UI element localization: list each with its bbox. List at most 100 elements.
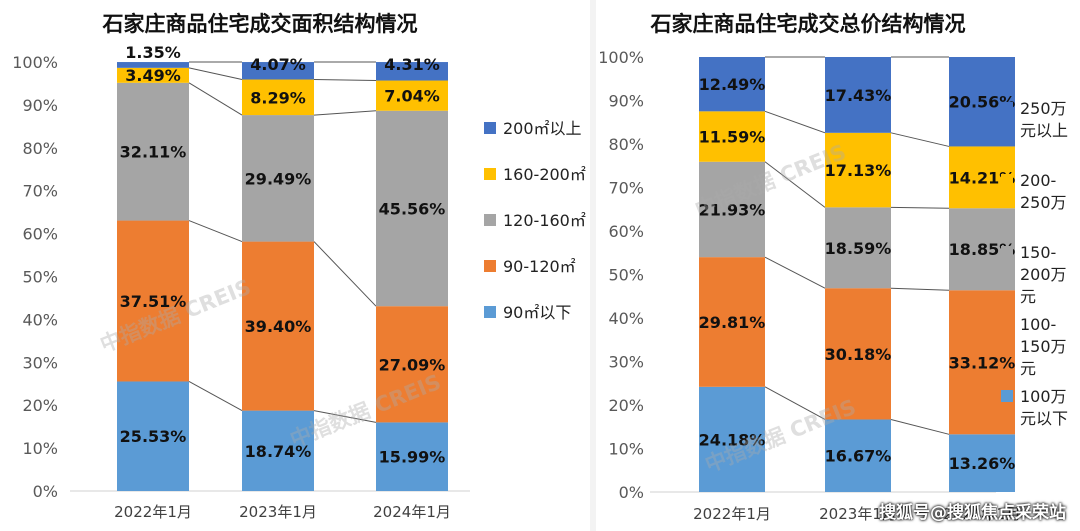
data-label: 39.40%	[245, 317, 312, 336]
bar-segment	[825, 288, 891, 420]
data-label: 32.11%	[120, 143, 187, 162]
series-connector-line	[764, 110, 826, 134]
y-tick-label: 30%	[608, 353, 644, 372]
series-connector-line	[313, 410, 377, 423]
y-tick-label: 90%	[22, 96, 58, 115]
legend-swatch	[484, 168, 496, 180]
bar-segment	[376, 306, 448, 423]
y-tick-label: 60%	[608, 222, 644, 241]
bar-segment	[376, 110, 448, 307]
data-label: 4.31%	[384, 55, 440, 74]
data-label: 33.12%	[949, 353, 1016, 372]
x-category-label: 2023年1月	[819, 505, 897, 523]
bar-segment	[699, 161, 765, 258]
series-connector-line	[188, 82, 243, 116]
series-connector-line	[188, 220, 243, 243]
x-category-label: 2022年1月	[693, 505, 771, 523]
legend-label: 元	[1020, 287, 1036, 306]
series-connector-line	[764, 161, 826, 208]
bar-segment	[949, 434, 1015, 492]
bar-segment	[242, 79, 314, 116]
bar-segment	[242, 62, 314, 80]
y-tick-label: 0%	[33, 482, 58, 501]
y-tick-label: 70%	[22, 182, 58, 201]
legend-label: 90-120㎡	[503, 257, 576, 276]
data-label: 14.21%	[949, 168, 1016, 187]
legend-label: 元以上	[1020, 121, 1068, 140]
bar-segment	[376, 422, 448, 491]
data-label: 16.67%	[825, 447, 892, 466]
bar-segment	[242, 410, 314, 491]
legend-label: 元	[1020, 359, 1036, 378]
bar-segment	[825, 57, 891, 133]
area-structure-chart-panel: 石家庄商品住宅成交面积结构情况 0% 10% 20% 30% 40% 50% 60% 70% 8…	[0, 0, 590, 531]
bar-segment	[949, 290, 1015, 435]
x-category-label: 2024年1月	[943, 505, 1021, 523]
data-label: 18.74%	[245, 442, 312, 461]
data-label: 8.29%	[250, 88, 306, 107]
y-tick-label: 60%	[22, 225, 58, 244]
bar-segment	[699, 111, 765, 162]
data-label: 29.49%	[245, 169, 312, 188]
data-label: 21.93%	[699, 200, 766, 219]
legend-swatch	[1001, 102, 1013, 114]
legend-label: 200-	[1020, 171, 1056, 190]
y-tick-label: 40%	[608, 309, 644, 328]
y-tick-label: 80%	[22, 139, 58, 158]
data-label: 25.53%	[120, 427, 187, 446]
series-connector-line	[764, 386, 826, 420]
data-label: 20.56%	[949, 93, 1016, 112]
bar-segment	[117, 220, 189, 382]
legend-label: 100万	[1020, 387, 1067, 406]
y-tick-label: 50%	[608, 266, 644, 285]
y-tick-label: 10%	[22, 439, 58, 458]
legend-label: 150-	[1020, 243, 1056, 262]
series-connector-line	[890, 287, 950, 291]
bar-segment	[699, 257, 765, 387]
legend-swatch	[484, 122, 496, 134]
y-tick-label: 20%	[608, 396, 644, 415]
bar-segment	[825, 132, 891, 208]
y-tick-label: 100%	[12, 53, 58, 72]
bar-segment	[825, 419, 891, 492]
legend-swatch	[1001, 246, 1013, 258]
y-tick-label: 100%	[598, 48, 644, 67]
y-tick-label: 0%	[619, 483, 644, 502]
legend-swatch	[484, 260, 496, 272]
x-category-label: 2022年1月	[114, 503, 192, 521]
bar-segment	[242, 241, 314, 411]
data-label: 12.49%	[699, 75, 766, 94]
series-connector-line	[313, 241, 377, 307]
bar-segment	[117, 381, 189, 491]
bar-segment	[825, 207, 891, 289]
data-label: 18.85%	[949, 240, 1016, 259]
x-category-label: 2024年1月	[373, 503, 451, 521]
price-structure-chart: 0% 10% 20% 30% 40% 50% 60% 70% 80% 90% 100% 24.18% 2…	[598, 48, 1068, 523]
series-connector-line	[890, 206, 950, 209]
legend-swatch	[484, 306, 496, 318]
legend-swatch	[1001, 174, 1013, 186]
y-tick-label: 90%	[608, 92, 644, 111]
series-connector-line	[188, 381, 243, 412]
legend-label: 100-	[1020, 315, 1056, 334]
x-category-label: 2023年1月	[239, 503, 317, 521]
y-tick-label: 70%	[608, 179, 644, 198]
data-label: 17.13%	[825, 161, 892, 180]
data-label: 3.49%	[125, 66, 181, 85]
legend-label: 250万	[1020, 99, 1067, 118]
series-connector-line	[764, 256, 826, 289]
y-tick-label: 10%	[608, 440, 644, 459]
bar-segment	[699, 386, 765, 492]
series-connector-line	[890, 419, 950, 435]
footer-credit: 搜狐号@搜狐焦点采荣站	[879, 503, 1066, 523]
data-label: 4.07%	[250, 55, 306, 74]
data-label: 15.99%	[379, 448, 446, 467]
chart-title: 石家庄商品住宅成交面积结构情况	[102, 12, 418, 36]
series-connector-line	[890, 132, 950, 147]
legend-label: 200万	[1020, 265, 1067, 284]
area-structure-chart: 0% 10% 20% 30% 40% 50% 60% 70% 80% 90% 100% 25.53% 3…	[12, 43, 586, 521]
data-label: 24.18%	[699, 430, 766, 449]
y-tick-label: 30%	[22, 353, 58, 372]
bar-segment	[376, 80, 448, 111]
bar-segment	[117, 62, 189, 68]
